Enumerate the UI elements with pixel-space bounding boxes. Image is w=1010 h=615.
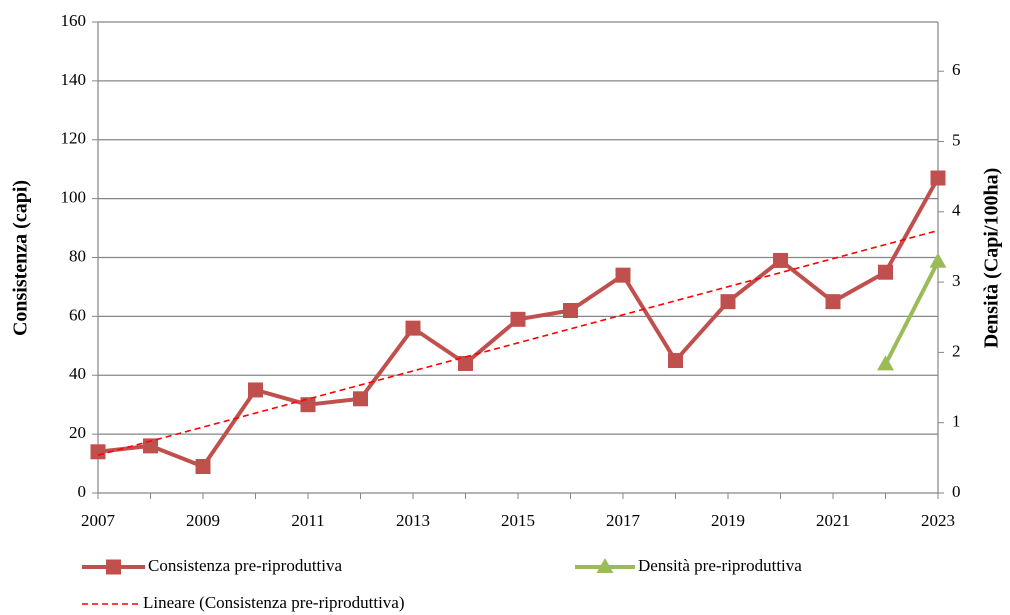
- y2-tick-label: 3: [952, 271, 961, 290]
- marker: [405, 320, 421, 336]
- marker: [510, 311, 526, 327]
- marker: [195, 459, 211, 475]
- x-tick-label: 2009: [186, 511, 220, 530]
- x-tick-label: 2019: [711, 511, 745, 530]
- y-tick-label: 0: [78, 482, 87, 501]
- series-line: [883, 260, 940, 366]
- marker: [458, 355, 473, 371]
- y-axis-title: Consistenza (capi): [10, 180, 32, 336]
- x-tick-label: 2007: [81, 511, 116, 530]
- y-tick-label: 160: [61, 11, 87, 30]
- marker: [615, 267, 631, 283]
- marker: [563, 302, 578, 318]
- marker: [877, 355, 894, 371]
- y2-tick-label: 6: [952, 60, 961, 79]
- marker: [90, 444, 106, 460]
- marker: [929, 252, 947, 268]
- y-tick-label: 120: [61, 129, 87, 148]
- legend-marker: [106, 559, 121, 575]
- marker: [353, 391, 368, 407]
- y2-tick-label: 1: [952, 412, 961, 431]
- x-tick-label: 2017: [606, 511, 641, 530]
- legend-label: Densità pre-riproduttiva: [638, 556, 802, 575]
- marker: [825, 294, 841, 310]
- y-tick-label: 100: [61, 188, 87, 207]
- marker: [248, 382, 263, 398]
- trendline: [97, 229, 939, 456]
- legend-label: Lineare (Consistenza pre-riproduttiva): [143, 593, 405, 612]
- marker: [668, 353, 683, 369]
- y-tick-label: 20: [69, 423, 86, 442]
- x-tick-label: 2015: [501, 511, 535, 530]
- y-tick-label: 80: [69, 246, 86, 265]
- y2-tick-label: 0: [952, 482, 961, 501]
- legend-label: Consistenza pre-riproduttiva: [148, 556, 342, 575]
- x-tick-label: 2023: [921, 511, 955, 530]
- y2-axis-title: Densità (Capi/100ha): [981, 168, 1003, 349]
- x-tick-label: 2021: [816, 511, 850, 530]
- marker: [773, 252, 788, 268]
- y-tick-label: 40: [69, 364, 86, 383]
- marker: [930, 170, 946, 186]
- y-tick-label: 60: [69, 305, 86, 324]
- marker: [878, 264, 893, 280]
- marker: [300, 397, 316, 413]
- x-tick-label: 2013: [396, 511, 430, 530]
- y2-tick-label: 2: [952, 341, 961, 360]
- y2-tick-label: 4: [952, 201, 961, 220]
- y2-tick-label: 5: [952, 130, 961, 149]
- marker: [720, 294, 736, 310]
- y-tick-label: 140: [61, 70, 87, 89]
- x-tick-label: 2011: [291, 511, 324, 530]
- legend-marker: [596, 558, 614, 573]
